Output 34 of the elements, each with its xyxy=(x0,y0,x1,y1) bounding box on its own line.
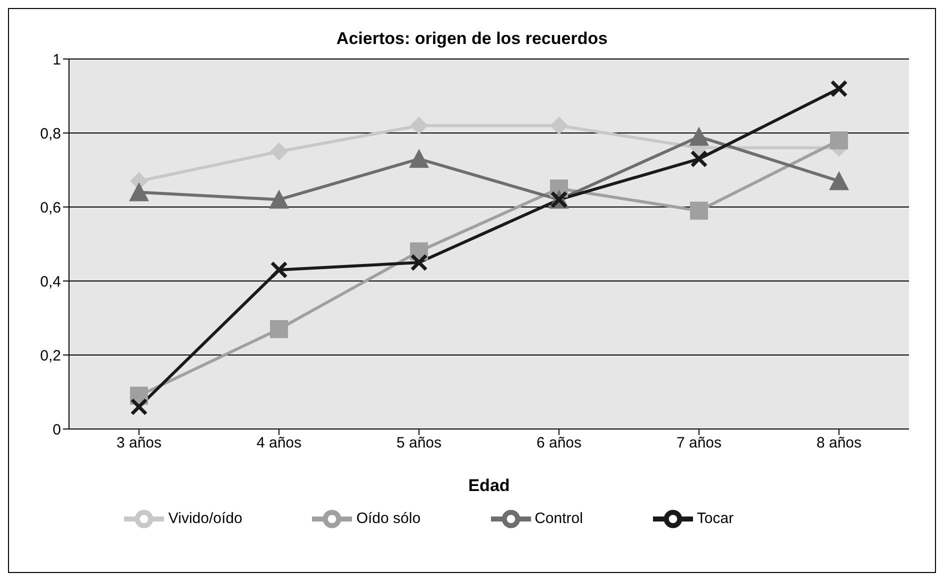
legend-label: Tocar xyxy=(696,510,734,527)
point xyxy=(270,142,288,160)
legend-label: Oído sólo xyxy=(356,510,421,527)
x-tick-label: 4 años xyxy=(256,434,302,452)
point xyxy=(409,148,429,168)
point xyxy=(829,171,849,190)
point xyxy=(690,150,708,168)
y-tick-label: 0,6 xyxy=(40,199,61,216)
x-tick-label: 3 años xyxy=(116,434,162,452)
y-tick-label: 1 xyxy=(52,51,61,68)
point xyxy=(830,131,848,150)
chart-title: Aciertos: origen de los recuerdos xyxy=(335,29,609,49)
y-tick-label: 0,8 xyxy=(40,125,61,142)
y-tick-label: 0,4 xyxy=(40,273,61,290)
y-tick-label: 0,2 xyxy=(40,347,61,364)
point xyxy=(689,126,709,146)
x-tick-label: 7 años xyxy=(676,434,722,452)
point xyxy=(830,80,848,98)
x-axis-title: Edad xyxy=(468,476,510,495)
point xyxy=(550,116,568,135)
x-tick-label: 8 años xyxy=(816,434,862,452)
point xyxy=(269,190,289,209)
legend-label: Control xyxy=(534,510,583,527)
x-tick-label: 5 años xyxy=(396,434,442,452)
point xyxy=(410,116,428,135)
point xyxy=(270,320,288,338)
point xyxy=(129,182,149,202)
point xyxy=(130,398,148,416)
legend-label: Vivido/oído xyxy=(168,510,242,527)
x-tick-label: 6 años xyxy=(536,434,582,452)
y-tick-label: 0 xyxy=(52,421,61,438)
point xyxy=(270,261,288,279)
point xyxy=(410,254,428,272)
point xyxy=(690,202,708,220)
